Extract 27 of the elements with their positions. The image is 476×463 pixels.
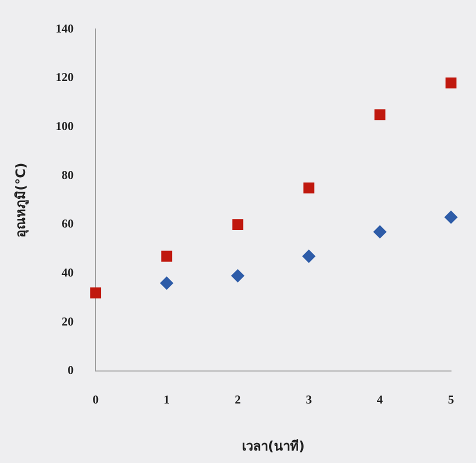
x-tick-label: 1 — [164, 392, 170, 406]
y-tick-label: 20 — [62, 314, 74, 328]
y-tick-label: 80 — [62, 168, 74, 182]
x-tick-label: 0 — [92, 392, 99, 406]
x-axis-title: เวลา(นาที) — [242, 438, 305, 455]
point — [373, 225, 386, 238]
point — [444, 210, 458, 224]
point — [302, 250, 316, 263]
point — [161, 250, 172, 262]
y-axis-title: อุณหภูมิ(°C) — [14, 162, 30, 238]
y-tick-label: 60 — [62, 216, 74, 231]
y-tick-label: 0 — [68, 363, 74, 378]
x-tick-label: 4 — [376, 392, 383, 406]
point — [374, 109, 386, 120]
x-tick-label: 2 — [234, 392, 241, 406]
point — [446, 77, 456, 88]
point — [232, 219, 244, 230]
x-tick-label: 5 — [448, 392, 454, 406]
y-tick-label: 100 — [56, 118, 74, 133]
y-tick-label: 40 — [62, 265, 74, 280]
x-tick-label: 3 — [306, 392, 312, 406]
y-tick-label: 140 — [56, 21, 74, 36]
point — [160, 276, 174, 290]
point — [231, 269, 244, 282]
y-tick-label: 120 — [56, 70, 74, 84]
point — [90, 287, 102, 298]
point — [303, 182, 314, 194]
